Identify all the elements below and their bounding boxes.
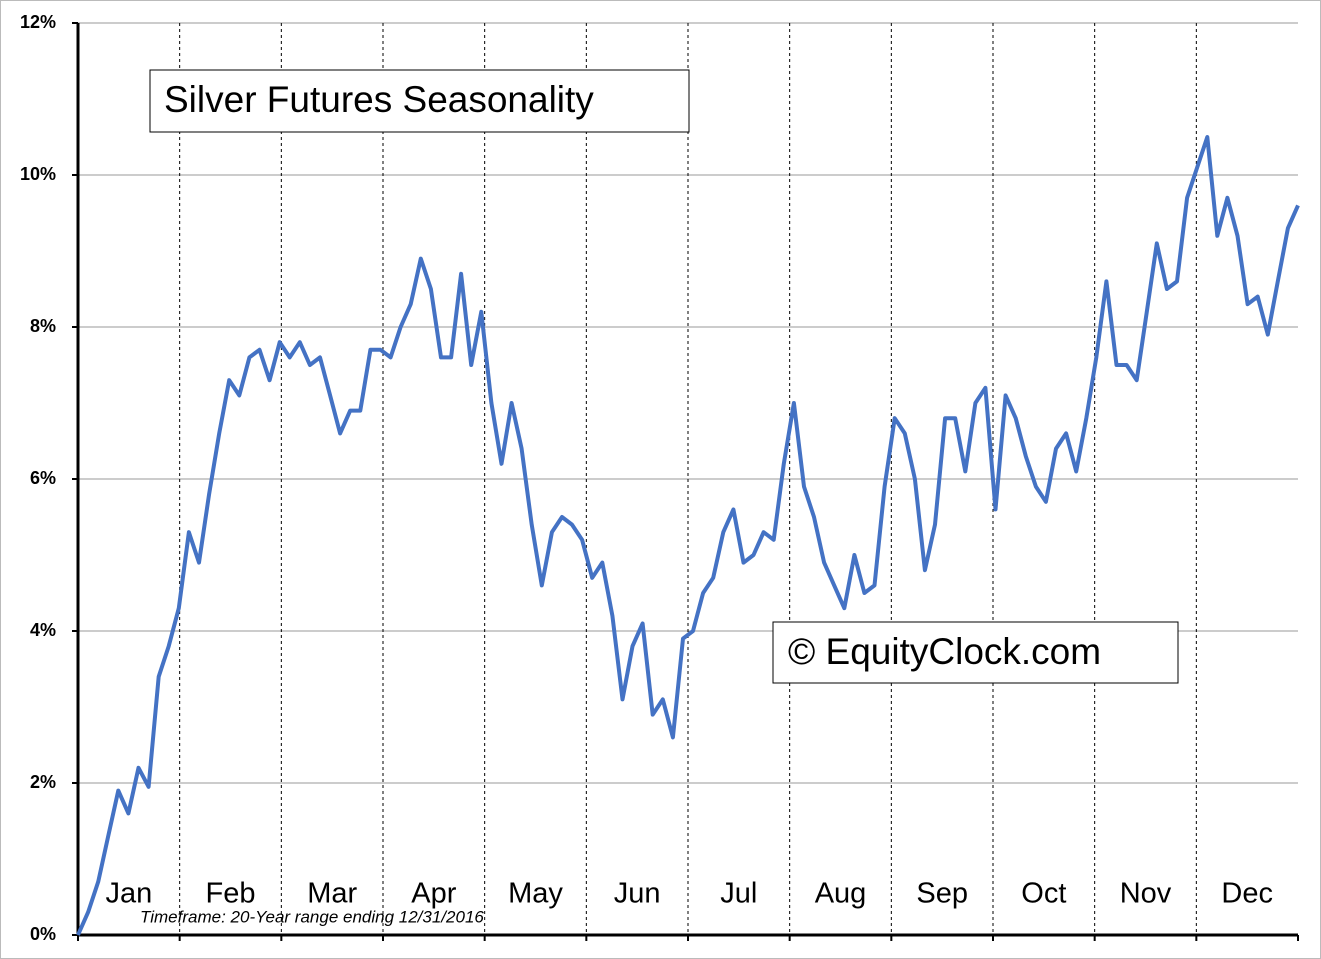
x-tick-label: Jul — [720, 878, 757, 910]
chart-title: Silver Futures Seasonality — [164, 79, 594, 120]
y-tick-label: 6% — [30, 468, 56, 488]
y-tick-label: 2% — [30, 772, 56, 792]
x-tick-label: Dec — [1221, 878, 1273, 910]
y-tick-label: 4% — [30, 620, 56, 640]
x-tick-label: Jun — [614, 878, 661, 910]
y-tick-label: 12% — [20, 12, 56, 32]
y-tick-label: 8% — [30, 316, 56, 336]
watermark: © EquityClock.com — [788, 631, 1101, 672]
x-tick-label: Apr — [411, 878, 456, 910]
x-tick-label: May — [508, 878, 563, 910]
x-tick-label: Nov — [1120, 878, 1172, 910]
y-tick-label: 0% — [30, 924, 56, 944]
x-tick-label: Mar — [307, 878, 357, 910]
marks — [76, 135, 1300, 936]
x-tick-label: Aug — [815, 878, 867, 910]
x-tick-label: Oct — [1021, 878, 1066, 910]
watermark-box — [772, 621, 1179, 684]
y-tick-label: 10% — [20, 164, 56, 184]
x-tick-label: Jan — [105, 878, 152, 910]
x-tick-label: Feb — [206, 878, 256, 910]
x-tick-label: Sep — [916, 878, 968, 910]
title-box — [149, 69, 690, 133]
note: Timeframe: 20-Year range ending 12/31/20… — [140, 907, 484, 926]
data-line — [76, 135, 1300, 936]
